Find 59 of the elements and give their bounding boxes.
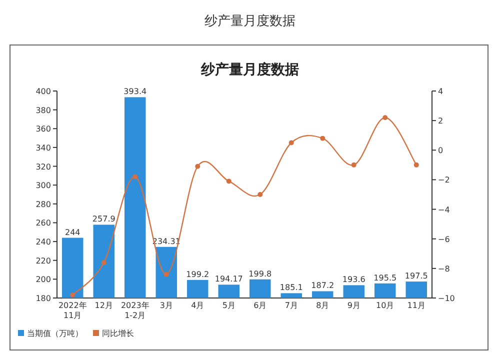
x-tick-label: 8月 xyxy=(316,301,330,310)
y2-tick-label: −10 xyxy=(438,294,455,303)
y-tick-label: 320 xyxy=(36,162,51,172)
text: 纱产量月度数据 xyxy=(204,13,296,29)
point xyxy=(132,174,138,180)
y-tick-label: 400 xyxy=(36,87,51,96)
y-tick-label: 340 xyxy=(36,143,51,152)
y2-tick-label: −8 xyxy=(438,264,450,274)
point xyxy=(351,162,356,168)
chart-title: 纱产量月度数据 xyxy=(200,61,299,78)
y-tick-label: 220 xyxy=(36,256,51,266)
point xyxy=(320,136,326,141)
point xyxy=(258,192,263,197)
y2-tick-label: 0 xyxy=(438,146,444,156)
data-label: 185.1 xyxy=(280,283,303,292)
point xyxy=(414,162,419,168)
data-label: 193.6 xyxy=(342,275,366,284)
y-tick-label: 260 xyxy=(36,218,51,228)
y-tick-label: 380 xyxy=(36,106,51,115)
y-tick-label: 200 xyxy=(36,275,51,284)
point xyxy=(288,140,294,146)
data-label: 393.4 xyxy=(124,87,147,96)
point xyxy=(101,260,106,266)
x-tick-label: 5月 xyxy=(222,301,236,310)
data-label: 199.8 xyxy=(248,269,272,278)
y2-tick-label: −6 xyxy=(438,234,450,244)
x-tick-label: 11月 xyxy=(407,301,426,310)
x-tick-label: 2023年 1-2月 xyxy=(120,301,150,320)
x-tick-label: 3月 xyxy=(160,301,173,310)
point xyxy=(164,272,169,277)
data-label: 199.2 xyxy=(186,270,210,279)
y2-tick-label: −2 xyxy=(438,176,450,185)
x-tick-label: 9月 xyxy=(347,301,360,310)
x-tick-label: 7月 xyxy=(284,301,298,310)
data-label: 244 xyxy=(64,228,80,237)
data-label: 194.17 xyxy=(214,274,243,284)
y-tick-label: 280 xyxy=(36,200,51,209)
x-tick-label: 12月 xyxy=(94,301,113,310)
x-tick-label: 6月 xyxy=(254,301,267,310)
y2-tick-label: −4 xyxy=(438,205,450,214)
point xyxy=(226,178,232,184)
data-label: 195.5 xyxy=(374,273,397,282)
x-tick-label: 10月 xyxy=(376,301,394,310)
legend-label: 同比增长 xyxy=(102,329,134,338)
point xyxy=(382,115,388,120)
y2-tick-label: 2 xyxy=(438,116,444,126)
point xyxy=(70,292,76,298)
y-tick-label: 180 xyxy=(36,294,51,303)
point xyxy=(195,164,200,169)
legend-label: 当期值（万吨） xyxy=(27,329,83,338)
data-label: 257.9 xyxy=(92,214,116,224)
x-tick-label: 4月 xyxy=(191,301,204,310)
y-tick-label: 300 xyxy=(36,181,51,190)
y2-tick-label: 4 xyxy=(438,87,444,96)
y-tick-label: 360 xyxy=(36,124,51,134)
data-label: 187.2 xyxy=(311,281,334,290)
data-label: 197.5 xyxy=(404,272,428,281)
x-tick-label: 2022年 11月 xyxy=(58,301,87,320)
y-tick-label: 240 xyxy=(36,238,51,247)
